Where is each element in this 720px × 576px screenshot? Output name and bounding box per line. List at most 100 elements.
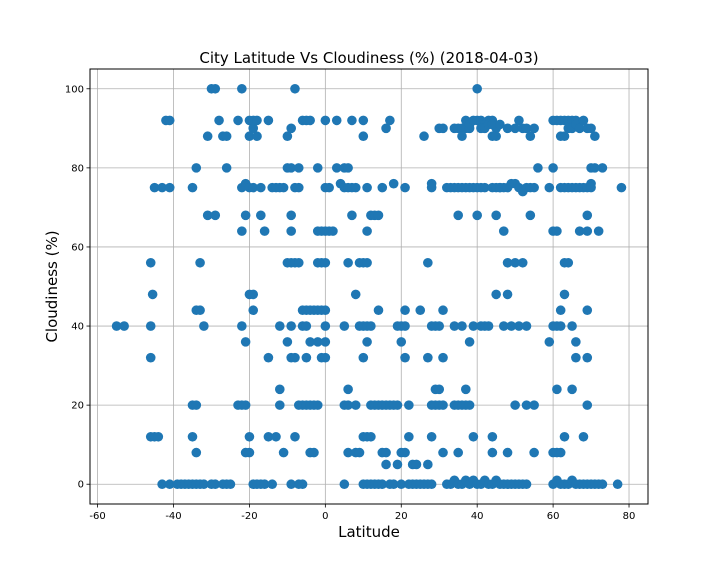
y-tick-label: 60 xyxy=(71,242,84,253)
data-point xyxy=(320,115,331,126)
data-point xyxy=(274,384,285,395)
data-point xyxy=(290,352,300,363)
data-point xyxy=(366,431,376,442)
data-point xyxy=(544,337,555,347)
data-point xyxy=(582,400,593,410)
data-point xyxy=(362,337,372,347)
data-point xyxy=(202,210,213,221)
data-point xyxy=(597,479,608,490)
data-point xyxy=(237,83,247,94)
data-point xyxy=(404,431,414,442)
data-point xyxy=(248,305,259,316)
data-point xyxy=(533,163,543,173)
data-point xyxy=(343,257,353,268)
data-point xyxy=(468,321,479,331)
data-point xyxy=(187,182,198,193)
data-point xyxy=(574,226,585,236)
data-point xyxy=(286,226,296,236)
data-point xyxy=(252,115,262,126)
data-point xyxy=(240,400,251,410)
data-point xyxy=(434,384,445,395)
data-point xyxy=(487,431,498,442)
data-point xyxy=(510,123,520,134)
data-point xyxy=(438,447,448,458)
data-point xyxy=(415,305,426,316)
x-tick-label: 20 xyxy=(395,511,408,522)
data-point xyxy=(491,289,501,300)
data-point xyxy=(145,352,156,363)
data-point xyxy=(491,210,501,221)
data-point xyxy=(248,123,259,134)
data-point xyxy=(514,321,524,331)
data-point xyxy=(362,226,372,236)
data-point xyxy=(290,431,300,442)
data-point xyxy=(521,479,532,490)
data-point xyxy=(472,83,482,94)
data-point xyxy=(343,163,353,173)
data-point xyxy=(468,431,479,442)
data-point xyxy=(559,131,570,142)
x-tick-label: -40 xyxy=(165,511,181,522)
data-point xyxy=(199,479,209,490)
data-point xyxy=(358,115,369,126)
data-point xyxy=(195,257,205,268)
data-point xyxy=(282,337,293,347)
data-point xyxy=(320,257,331,268)
data-point xyxy=(362,257,372,268)
data-point xyxy=(358,352,369,363)
data-point xyxy=(350,400,361,410)
data-point xyxy=(548,163,558,173)
data-point xyxy=(555,447,566,458)
data-point xyxy=(191,400,202,410)
data-point xyxy=(343,400,353,410)
data-point xyxy=(616,182,627,193)
data-point xyxy=(396,337,407,347)
data-point xyxy=(529,182,539,193)
data-point xyxy=(593,226,604,236)
data-point xyxy=(195,305,205,316)
data-point xyxy=(252,131,262,142)
data-point xyxy=(571,337,581,347)
data-point xyxy=(517,257,528,268)
data-point xyxy=(574,123,585,134)
data-point xyxy=(426,431,437,442)
data-point xyxy=(502,257,513,268)
data-point xyxy=(248,182,259,193)
data-point xyxy=(502,289,513,300)
data-point xyxy=(400,447,410,458)
data-point xyxy=(286,321,296,331)
data-point xyxy=(301,352,312,363)
data-point xyxy=(331,115,342,126)
data-point xyxy=(324,182,334,193)
data-point xyxy=(320,352,331,363)
data-point xyxy=(555,305,566,316)
data-point xyxy=(487,131,498,142)
data-point xyxy=(237,321,247,331)
y-tick-label: 100 xyxy=(65,84,84,95)
data-point xyxy=(612,479,623,490)
data-point xyxy=(305,337,315,347)
data-point xyxy=(590,131,600,142)
data-point xyxy=(111,321,122,331)
data-point xyxy=(411,459,422,470)
data-point xyxy=(240,337,251,347)
data-point xyxy=(373,305,384,316)
data-point xyxy=(157,479,167,490)
data-point xyxy=(388,178,399,189)
data-point xyxy=(343,384,353,395)
data-point xyxy=(339,479,350,490)
y-tick-label: 0 xyxy=(78,480,84,491)
data-point xyxy=(320,337,331,347)
data-point xyxy=(377,182,388,193)
data-point xyxy=(597,163,608,173)
data-point xyxy=(244,131,255,142)
data-point xyxy=(423,459,433,470)
data-point xyxy=(286,479,296,490)
data-point xyxy=(271,431,281,442)
data-point xyxy=(483,321,494,331)
data-point xyxy=(529,400,539,410)
y-axis-ticks: 0 20 40 60 80 100 xyxy=(65,84,90,491)
data-point xyxy=(248,289,259,300)
data-point xyxy=(259,479,270,490)
data-point xyxy=(559,431,570,442)
